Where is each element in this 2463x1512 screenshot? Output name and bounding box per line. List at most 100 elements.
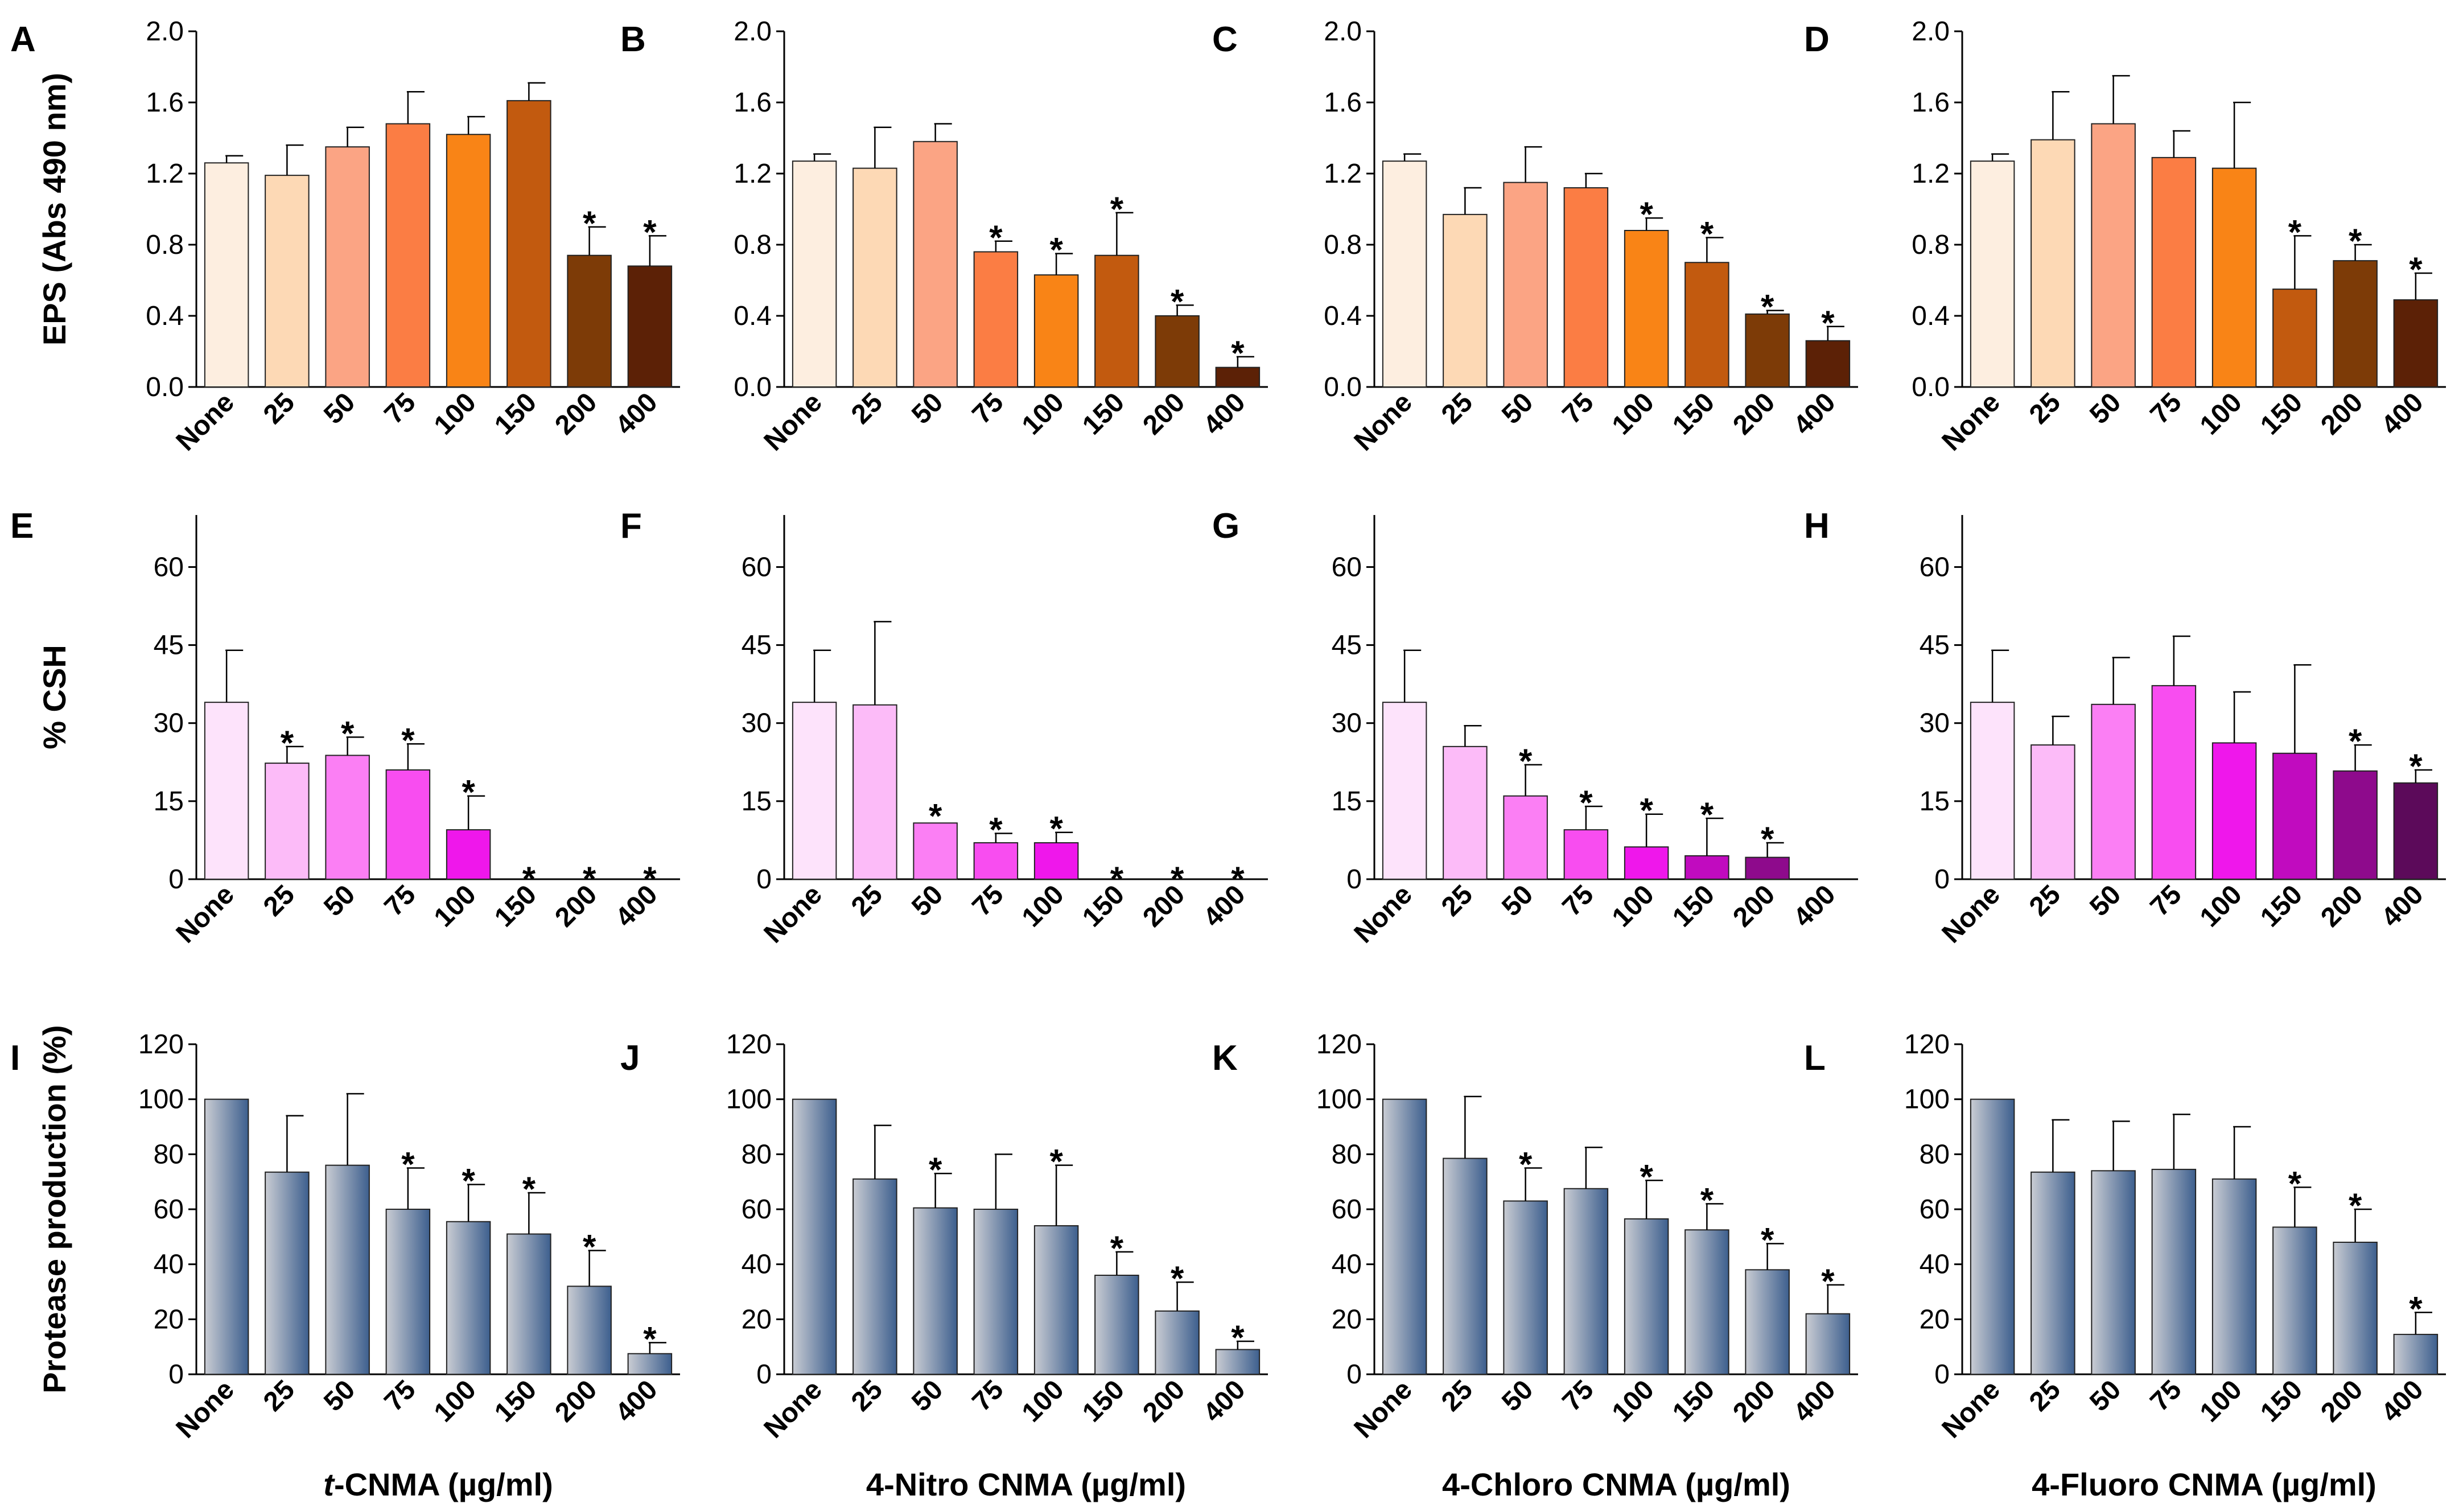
x-tick-label: 50	[2084, 1374, 2127, 1417]
x-tick-label: 100	[429, 879, 482, 933]
bar-50	[325, 1164, 370, 1375]
bar-200	[1745, 1269, 1790, 1375]
significance-marker: *	[1761, 1221, 1774, 1259]
panel-label-C: C	[1212, 20, 1238, 59]
y-tick-label: 20	[742, 1304, 772, 1334]
y-axis-title-eps: EPS (Abs 490 nm)	[36, 73, 72, 345]
x-tick-label: 150	[1077, 1374, 1130, 1428]
x-tick-label: 50	[906, 1374, 949, 1417]
bar-100	[2211, 167, 2257, 388]
bar-150	[1684, 1229, 1729, 1375]
bar-100	[1624, 230, 1669, 388]
significance-marker: *	[1110, 190, 1124, 228]
x-tick-label: 400	[610, 1374, 664, 1428]
x-tick-label: 50	[1496, 1374, 1539, 1417]
x-tick-label: 75	[2144, 1374, 2187, 1417]
bar-None	[1970, 1098, 2015, 1375]
bar-200	[2333, 260, 2378, 388]
y-axis-title-csh: % CSH	[36, 645, 72, 749]
significance-marker: *	[1171, 1259, 1184, 1297]
x-tick-label: 150	[489, 1374, 542, 1428]
y-tick-label: 0.0	[1324, 372, 1362, 402]
y-tick-label: 1.2	[1912, 159, 1950, 189]
x-tick-label: 400	[1788, 1374, 1842, 1428]
bar-400	[2393, 1333, 2439, 1375]
x-tick-label: 75	[966, 1374, 1009, 1417]
y-tick-label: 45	[154, 631, 184, 661]
y-tick-label: 0	[168, 1359, 184, 1390]
x-tick-label: 100	[2194, 387, 2248, 440]
y-tick-label: 1.2	[146, 159, 184, 189]
significance-marker: *	[462, 773, 475, 811]
significance-marker: *	[1821, 1262, 1835, 1300]
x-tick-label: 50	[906, 879, 949, 922]
y-tick-label: 60	[742, 552, 772, 582]
bar-75	[973, 1209, 1019, 1375]
x-tick-label: 25	[1436, 1374, 1478, 1417]
x-tick-label: 25	[2024, 387, 2066, 430]
bar-25	[852, 1178, 897, 1375]
panel-label-L: L	[1804, 1039, 1826, 1078]
bar-25	[1443, 745, 1488, 880]
y-tick-label: 60	[1332, 552, 1362, 582]
x-tick-label: 200	[1727, 879, 1781, 933]
significance-marker: *	[643, 1320, 657, 1358]
x-tick-label: 50	[2084, 387, 2127, 430]
bar-50	[325, 755, 370, 880]
x-tick-label: 150	[1077, 387, 1130, 440]
y-tick-label: 0.0	[146, 372, 184, 402]
bar-25	[2030, 744, 2075, 880]
x-tick-label: 50	[906, 387, 949, 430]
bar-50	[1503, 182, 1548, 388]
x-tick-label: 200	[2315, 387, 2369, 440]
x-tick-label: 100	[1016, 1374, 1070, 1428]
y-tick-label: 1.6	[146, 88, 184, 118]
y-tick-label: 60	[154, 552, 184, 582]
significance-marker: *	[462, 1162, 475, 1200]
significance-marker: *	[1110, 1229, 1124, 1267]
x-tick-label: 400	[2376, 387, 2429, 440]
bar-50	[2091, 123, 2136, 388]
bar-25	[1443, 213, 1488, 388]
y-tick-label: 1.6	[734, 88, 772, 118]
y-tick-label: 120	[138, 1029, 184, 1060]
bar-200	[1155, 1310, 1200, 1375]
x-tick-label: 50	[318, 1374, 361, 1417]
bar-75	[2151, 685, 2197, 880]
x-tick-label: 75	[966, 879, 1009, 922]
significance-marker: *	[2349, 722, 2362, 760]
bar-200	[567, 1286, 612, 1375]
x-tick-label: 150	[489, 387, 542, 440]
bar-150	[2272, 1226, 2317, 1375]
x-tick-label: 100	[1016, 879, 1070, 933]
x-tick-label: 100	[1607, 387, 1660, 440]
x-tick-label: 150	[1667, 879, 1720, 933]
x-tick-label: 150	[1667, 1374, 1720, 1428]
x-tick-label: 200	[1137, 387, 1191, 440]
significance-marker: *	[1579, 784, 1593, 822]
bar-150	[1094, 254, 1139, 388]
x-tick-label: 50	[1496, 387, 1539, 430]
x-tick-label: 100	[1607, 1374, 1660, 1428]
y-tick-label: 20	[1920, 1304, 1950, 1334]
y-tick-label: 40	[1920, 1250, 1950, 1280]
x-tick-label: 25	[1436, 387, 1478, 430]
y-tick-label: 60	[1920, 1194, 1950, 1225]
significance-marker: *	[1519, 1146, 1533, 1184]
y-tick-label: 0.0	[1912, 372, 1950, 402]
y-tick-label: 100	[138, 1085, 184, 1115]
y-tick-label: 20	[1332, 1304, 1362, 1334]
bar-150	[1684, 262, 1729, 388]
significance-marker: *	[583, 1228, 596, 1266]
bar-400	[2393, 299, 2439, 388]
bar-75	[1563, 187, 1609, 388]
bar-400	[1215, 366, 1261, 388]
bar-150	[2272, 752, 2317, 880]
significance-marker: *	[1640, 195, 1653, 233]
